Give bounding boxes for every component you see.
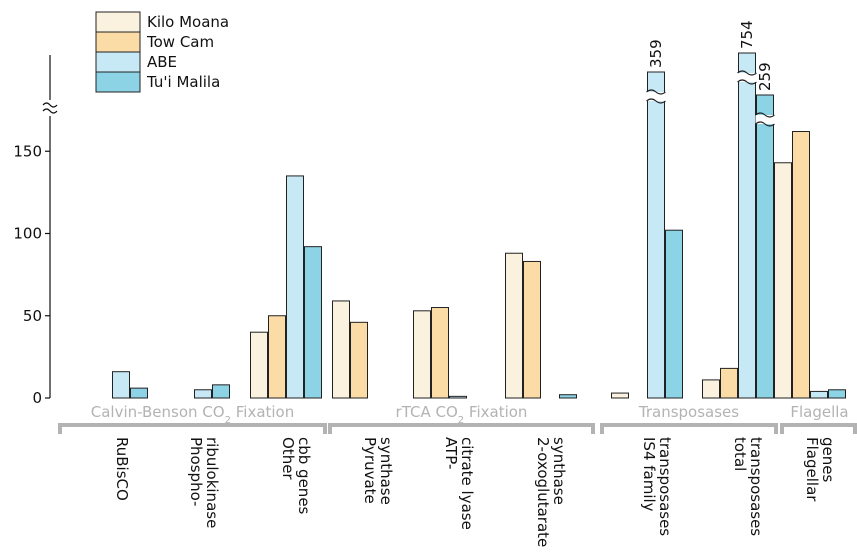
axis-break-mark bbox=[42, 102, 58, 114]
bar bbox=[286, 175, 304, 399]
bar bbox=[559, 394, 577, 399]
legend: Kilo Moana Tow Cam ABE Tu'i Malila bbox=[95, 11, 229, 93]
category-label: genes bbox=[819, 437, 837, 482]
bar-value-label: 359 bbox=[647, 39, 665, 68]
bar bbox=[413, 310, 431, 399]
group-bracket bbox=[58, 423, 327, 434]
legend-label: Tu'i Malila bbox=[146, 73, 220, 91]
group-bracket bbox=[780, 423, 857, 434]
bar bbox=[720, 367, 738, 399]
y-tick-label: 100 bbox=[13, 225, 42, 243]
group-label: Transposases bbox=[638, 403, 739, 421]
group-bracket bbox=[328, 423, 595, 434]
legend-label: Tow Cam bbox=[146, 33, 214, 51]
category-label: transposases bbox=[747, 437, 765, 536]
bar bbox=[350, 321, 368, 399]
legend-swatch bbox=[95, 11, 141, 33]
category-label: Phospho- bbox=[187, 437, 205, 506]
legend-swatch bbox=[95, 31, 141, 53]
bar bbox=[792, 131, 810, 399]
bar bbox=[738, 52, 756, 399]
bar bbox=[212, 384, 230, 399]
bar-value-label: 754 bbox=[738, 20, 756, 49]
category-label: total bbox=[731, 437, 749, 471]
y-tick-label: 50 bbox=[23, 307, 42, 325]
bar-break-gap bbox=[646, 92, 666, 101]
bar bbox=[523, 260, 541, 399]
bar bbox=[268, 315, 286, 399]
bar bbox=[130, 387, 148, 399]
bar bbox=[112, 371, 130, 399]
axis-break-gap bbox=[44, 102, 56, 114]
category-label: transposases bbox=[656, 437, 674, 536]
group-label: Calvin-Benson CO2 Fixation bbox=[91, 403, 295, 426]
category-groups: Calvin-Benson CO2 Fixation rTCA CO2 Fixat… bbox=[58, 403, 857, 434]
legend-label: Kilo Moana bbox=[147, 13, 229, 31]
bar bbox=[431, 307, 449, 399]
group-label: rTCA CO2 Fixation bbox=[396, 403, 528, 426]
y-tick-label: 0 bbox=[32, 389, 42, 407]
category-label: ATP- bbox=[442, 437, 460, 469]
legend-label: ABE bbox=[147, 53, 177, 71]
bar bbox=[828, 389, 846, 399]
bar-break-mark bbox=[755, 112, 775, 127]
bar-break-mark bbox=[646, 89, 666, 104]
category-label: Pyruvate bbox=[361, 437, 379, 504]
bar bbox=[665, 229, 683, 399]
bar bbox=[774, 162, 792, 399]
y-axis: 0 50 100 150 bbox=[13, 55, 58, 407]
bar bbox=[810, 390, 828, 399]
bar bbox=[702, 379, 720, 399]
bar bbox=[505, 252, 523, 399]
bar bbox=[647, 71, 665, 399]
category-label: ribulokinase bbox=[203, 437, 221, 528]
legend-swatch bbox=[95, 71, 141, 93]
category-label: cbb genes bbox=[295, 437, 313, 515]
bar bbox=[332, 300, 350, 399]
category-label: citrate lyase bbox=[458, 437, 476, 530]
bar bbox=[250, 331, 268, 399]
group-label: Flagella bbox=[790, 403, 848, 421]
bar-break-mark bbox=[737, 70, 757, 85]
bar bbox=[756, 94, 774, 399]
bar bbox=[611, 392, 629, 399]
bar-break-gap bbox=[737, 73, 757, 82]
y-tick-label: 150 bbox=[13, 142, 42, 160]
bar bbox=[449, 395, 467, 399]
category-label: Other bbox=[279, 437, 297, 480]
category-label: synthase bbox=[377, 437, 395, 505]
category-label: Flagellar bbox=[803, 437, 821, 502]
bar-value-label: 259 bbox=[756, 62, 774, 91]
category-label: synthase bbox=[550, 437, 568, 505]
category-label: IS4 family bbox=[640, 437, 658, 512]
bar bbox=[194, 389, 212, 399]
category-label: 2-oxoglutarate bbox=[534, 437, 552, 547]
bar-break-gap bbox=[755, 115, 775, 124]
bar bbox=[304, 246, 322, 399]
legend-swatch bbox=[95, 51, 141, 73]
category-label: RuBisCO bbox=[113, 437, 131, 501]
group-bracket bbox=[600, 423, 778, 434]
